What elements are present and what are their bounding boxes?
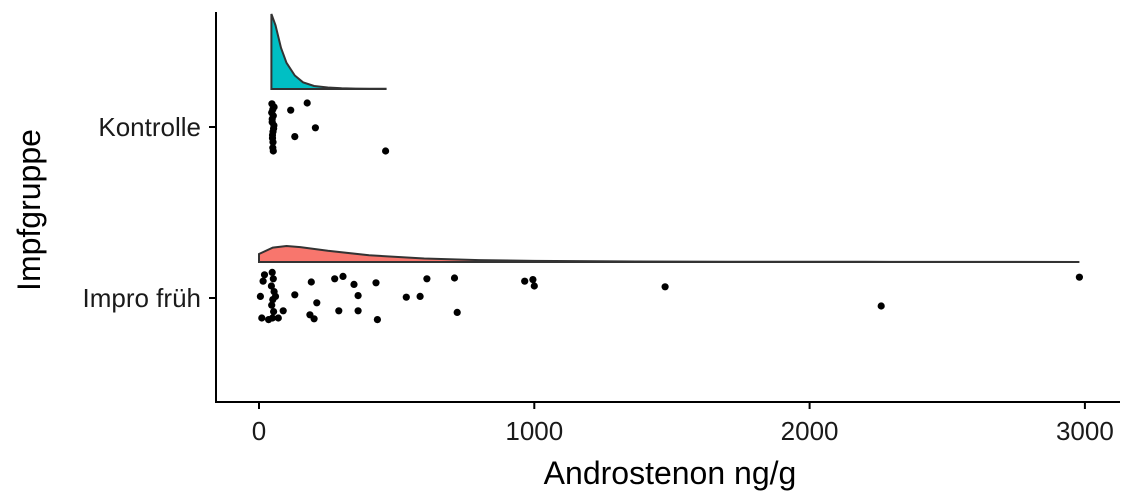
data-point — [530, 282, 538, 290]
data-point — [450, 274, 459, 282]
y-axis-title: Impfgruppe — [11, 129, 47, 291]
data-point — [269, 147, 277, 155]
data-point — [313, 299, 321, 307]
data-point — [373, 316, 381, 324]
data-point — [291, 291, 299, 299]
data-point — [529, 276, 537, 284]
data-point — [269, 275, 277, 283]
density-impro-frueh — [258, 244, 1080, 263]
data-point — [877, 302, 885, 310]
plot-area — [256, 13, 1083, 324]
data-point — [256, 292, 264, 300]
data-point — [402, 293, 410, 301]
data-point — [416, 292, 424, 300]
data-point — [307, 278, 315, 286]
data-point — [259, 277, 267, 285]
data-point — [423, 275, 431, 283]
data-point — [372, 279, 380, 287]
data-point — [287, 106, 295, 114]
data-point — [279, 307, 287, 315]
data-point — [260, 271, 269, 279]
data-point — [354, 292, 362, 300]
data-point — [311, 124, 319, 132]
x-tick-label: 1000 — [505, 416, 563, 446]
data-point — [521, 277, 529, 285]
data-point — [267, 282, 275, 290]
data-point — [271, 292, 280, 300]
data-point — [354, 307, 362, 315]
y-axis-ticks: Kontrolle Impro früh — [83, 112, 216, 313]
y-tick-label: Kontrolle — [98, 112, 201, 142]
data-point — [268, 109, 276, 117]
data-point — [268, 268, 276, 276]
data-point — [661, 283, 669, 291]
data-point — [291, 133, 299, 141]
y-tick-label: Impro früh — [83, 283, 202, 313]
data-point — [303, 99, 311, 107]
x-tick-label: 0 — [252, 416, 266, 446]
data-point — [1075, 273, 1083, 281]
data-point — [269, 128, 277, 136]
data-point — [306, 311, 314, 319]
data-point — [268, 115, 276, 123]
data-point — [270, 308, 278, 316]
data-point — [335, 307, 343, 315]
x-tick-label: 2000 — [781, 416, 839, 446]
density-kontrolle — [270, 13, 387, 90]
x-axis-ticks: 0 1000 2000 3000 — [252, 402, 1114, 446]
data-point — [382, 147, 390, 155]
data-point — [270, 121, 278, 129]
data-point — [270, 103, 278, 111]
data-point — [331, 275, 339, 283]
data-point — [350, 280, 358, 288]
data-point — [265, 316, 273, 324]
data-point — [453, 308, 461, 316]
x-tick-label: 3000 — [1056, 416, 1114, 446]
data-point — [258, 314, 266, 322]
x-axis-title: Androstenon ng/g — [544, 455, 797, 491]
data-point — [339, 272, 347, 280]
data-point — [274, 314, 282, 322]
data-point — [268, 301, 276, 309]
data-point — [268, 134, 277, 142]
